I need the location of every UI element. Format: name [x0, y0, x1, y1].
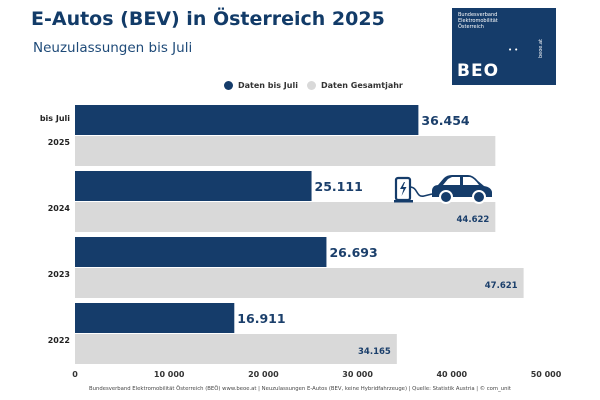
- category-label-2025: 2025: [48, 138, 71, 147]
- legend-label: Daten bis Juli: [238, 81, 298, 90]
- bar-bis-juli-2023: [75, 237, 327, 267]
- x-tick-label: 10 000: [154, 370, 185, 379]
- bar-gesamtjahr-2023: [75, 268, 524, 298]
- legend: Daten bis Juli Daten Gesamtjahr: [0, 81, 600, 95]
- logo-small-text: Bundesverband Elektromobilität Österreic…: [458, 12, 498, 30]
- data-label-bis-juli-2025: 36.454: [421, 113, 470, 128]
- bar-gesamtjahr-2022: [75, 334, 397, 364]
- data-label-bis-juli-2024: 25.111: [315, 179, 363, 194]
- category-label-2024: 2024: [48, 204, 71, 213]
- data-label-gesamtjahr-2023: 47.621: [485, 281, 518, 291]
- legend-item-bis-juli: Daten bis Juli: [224, 81, 298, 90]
- category-label-2023: 2023: [48, 270, 70, 279]
- bar-bis-juli-2025: [75, 105, 419, 135]
- legend-dot-dark: [224, 81, 233, 90]
- footer-source: Bundesverband Elektromobilität Österreic…: [89, 386, 511, 392]
- chart-subtitle: Neuzulassungen bis Juli: [33, 40, 193, 56]
- data-label-gesamtjahr-2022: 34.165: [358, 347, 391, 357]
- beo-logo: Bundesverband Elektromobilität Österreic…: [452, 8, 556, 85]
- data-label-bis-juli-2022: 16.911: [237, 311, 285, 326]
- logo-wordmark: BEO: [457, 61, 500, 81]
- x-tick-label: 50 000: [531, 370, 562, 379]
- x-tick-label: 40 000: [436, 370, 467, 379]
- chart-title: E-Autos (BEV) in Österreich 2025: [31, 8, 385, 30]
- category-prefix-label: bis Juli: [40, 114, 70, 123]
- x-tick-label: 0: [72, 370, 78, 379]
- electric-car-charging-icon: [394, 175, 492, 204]
- bar-bis-juli-2024: [75, 171, 312, 201]
- data-label-gesamtjahr-2024: 44.622: [457, 215, 490, 225]
- data-label-bis-juli-2023: 26.693: [329, 245, 377, 260]
- bar-gesamtjahr-2025: [75, 136, 496, 166]
- category-label-2022: 2022: [48, 336, 70, 345]
- legend-item-gesamtjahr: Daten Gesamtjahr: [307, 81, 403, 90]
- legend-label: Daten Gesamtjahr: [321, 81, 403, 90]
- bar-gesamtjahr-2024: [75, 202, 496, 232]
- x-tick-label: 20 000: [248, 370, 279, 379]
- legend-dot-light: [307, 81, 316, 90]
- bar-bis-juli-2022: [75, 303, 235, 333]
- logo-dots: ••: [508, 46, 521, 54]
- x-tick-label: 30 000: [342, 370, 373, 379]
